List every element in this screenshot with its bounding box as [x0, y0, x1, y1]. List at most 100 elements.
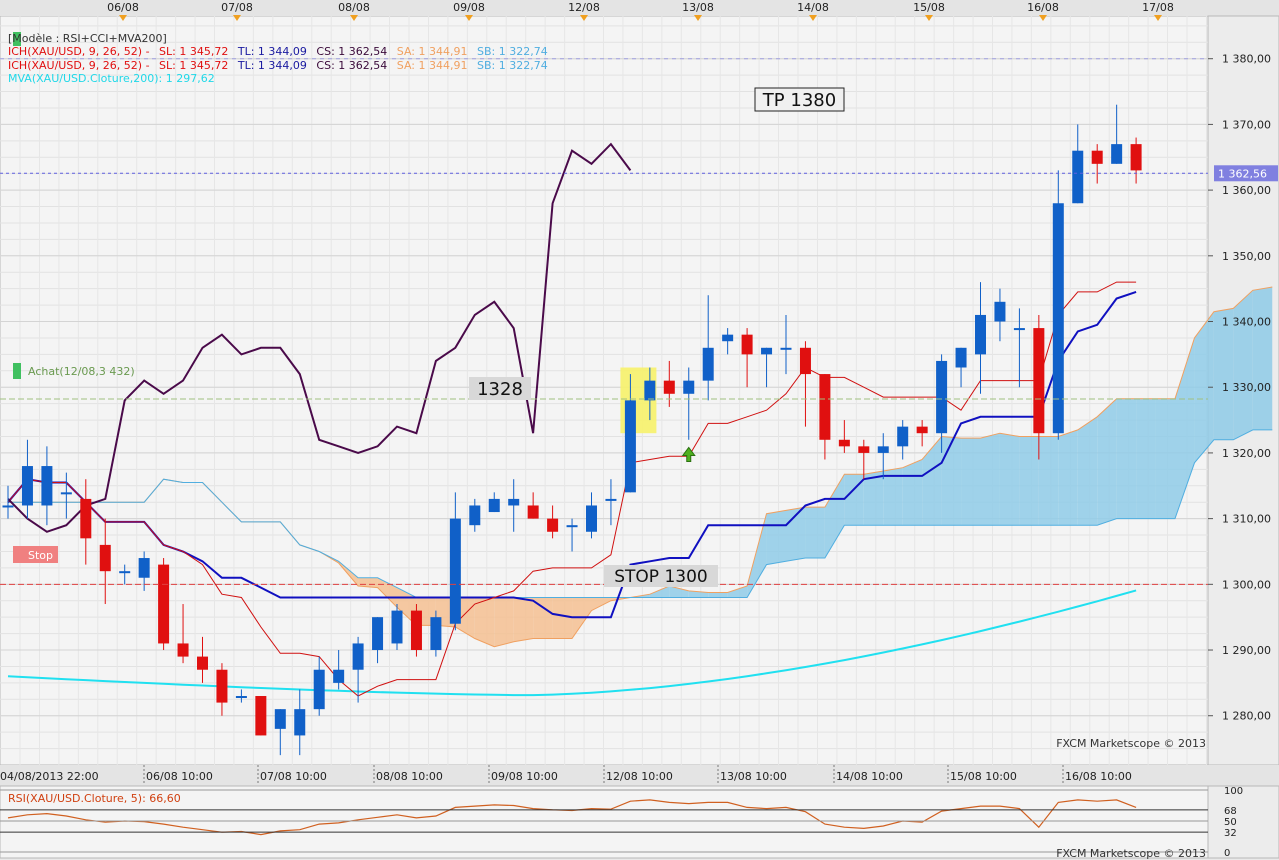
stop-tag-label: Stop: [28, 549, 53, 562]
bottom-date-label: 12/08 10:00: [606, 770, 673, 783]
tenkan-sen-line: [7, 281, 1137, 697]
candle-up: [372, 617, 384, 651]
ichimoku-cloud-segment: [766, 510, 786, 565]
price-tick-label: 1 340,00: [1222, 316, 1271, 329]
legend-ich-1-sb: SB: 1 322,74: [477, 45, 548, 58]
achat-marker-icon: [13, 363, 21, 379]
day-marker-icon: [694, 15, 702, 21]
legend-ich-2-sa: SA: 1 344,91: [397, 59, 468, 72]
stop-1300-label: STOP 1300: [614, 567, 707, 587]
bottom-date-label: 04/08/2013 22:00: [0, 770, 99, 783]
legend-model: [Modèle : RSI+CCI+MVA200]: [8, 32, 167, 45]
candle-down: [663, 380, 675, 394]
candle-up: [41, 466, 53, 506]
candle-up: [586, 505, 597, 532]
legend-ich-2-name: ICH(XAU/USD, 9, 26, 52) -: [8, 59, 150, 72]
bottom-date-label: 14/08 10:00: [836, 770, 903, 783]
top-date-label: 15/08: [913, 1, 945, 14]
candle-down: [799, 347, 811, 375]
ichimoku-cloud-segment: [1233, 290, 1253, 440]
day-marker-icon: [809, 15, 817, 21]
candle-up: [1072, 150, 1084, 204]
ichimoku-cloud-segment: [824, 474, 845, 559]
candle-up: [119, 571, 131, 574]
top-date-label: 14/08: [797, 1, 829, 14]
day-marker-icon: [119, 15, 127, 21]
bottom-date-label: 15/08 10:00: [950, 770, 1017, 783]
candle-down: [410, 610, 422, 651]
candle-down: [741, 334, 753, 355]
candle-down: [99, 544, 111, 572]
candle-up: [294, 709, 306, 736]
ichimoku-cloud-segment: [1019, 436, 1039, 526]
legend-ich-2-cs: CS: 1 362,54: [316, 59, 387, 72]
candle-up: [488, 498, 500, 513]
senkou-span-b-line: [8, 429, 1273, 598]
ichimoku-cloud-segment: [591, 597, 611, 611]
rsi-label: RSI(XAU/USD.Cloture, 5): 66,60: [8, 792, 181, 805]
candle-up: [605, 498, 617, 501]
kijun-sen-line: [7, 290, 1137, 619]
achat-label: Achat(12/08,3 432): [28, 365, 135, 378]
ichimoku-cloud-segment: [805, 507, 825, 559]
candle-down: [216, 669, 228, 703]
candle-up: [333, 669, 345, 683]
candle-up: [138, 558, 150, 578]
rsi-plot-area: [0, 785, 1209, 859]
watermark-main: FXCM Marketscope © 2013: [1056, 737, 1206, 750]
candle-down: [197, 656, 208, 670]
ichimoku-cloud-segment: [1155, 398, 1175, 519]
candle-down: [858, 446, 870, 453]
day-marker-icon: [233, 15, 241, 21]
ichimoku-cloud-segment: [1175, 337, 1195, 519]
tp-label-box: [754, 87, 845, 112]
candle-up: [955, 347, 967, 368]
candle-up: [683, 380, 695, 394]
ichimoku-cloud-segment: [649, 585, 670, 598]
ichimoku-cloud-segment: [941, 436, 962, 526]
level-1328-label-box: [469, 377, 531, 400]
ichimoku-cloud-segment: [1116, 398, 1137, 519]
candle-up: [391, 610, 403, 644]
candle-down: [1033, 328, 1045, 434]
legend-ich-1-name: ICH(XAU/USD, 9, 26, 52) -: [8, 45, 150, 58]
ichimoku-cloud-segment: [552, 597, 573, 639]
candle-down: [158, 564, 170, 644]
candle-up: [1013, 328, 1025, 331]
top-date-axis: [0, 0, 1279, 16]
legend-ich-2: ICH(XAU/USD, 9, 26, 52) - SL: 1 345,72 T…: [8, 59, 548, 72]
legend-ich-1-tl: TL: 1 344,09: [237, 45, 307, 58]
rsi-axis-label: 50: [1224, 817, 1237, 828]
bottom-date-label: 08/08 10:00: [376, 770, 443, 783]
candle-up: [469, 505, 481, 526]
ichimoku-cloud-segment: [999, 433, 1020, 526]
legend-ich-2-sb: SB: 1 322,74: [477, 59, 548, 72]
price-tick-label: 1 370,00: [1222, 118, 1271, 131]
rsi-axis-label: 32: [1224, 828, 1237, 839]
ichimoku-cloud-segment: [1136, 398, 1156, 519]
bottom-date-label: 06/08 10:00: [146, 770, 213, 783]
candle-up: [897, 426, 909, 447]
ichimoku-cloud-segment: [1097, 398, 1117, 526]
price-tick-label: 1 320,00: [1222, 447, 1271, 460]
day-marker-icon: [925, 15, 933, 21]
ichimoku-cloud-segment: [1194, 311, 1214, 463]
candle-up: [761, 347, 773, 355]
candle-up: [1052, 203, 1064, 434]
top-date-label: 08/08: [338, 1, 370, 14]
legend-ich-2-tl: TL: 1 344,09: [237, 59, 307, 72]
day-marker-icon: [1039, 15, 1047, 21]
candle-down: [916, 426, 928, 434]
current-price-tag-box: [1214, 165, 1278, 182]
ichimoku-cloud-segment: [1213, 308, 1234, 440]
candle-up: [624, 400, 636, 493]
top-date-label: 16/08: [1027, 1, 1059, 14]
price-tick-label: 1 350,00: [1222, 250, 1271, 263]
bottom-date-label: 07/08 10:00: [260, 770, 327, 783]
candle-up: [1111, 144, 1123, 164]
candle-down: [80, 498, 92, 539]
price-tick-label: 1 290,00: [1222, 644, 1271, 657]
candle-down: [177, 643, 189, 657]
candle-up: [702, 347, 714, 381]
ichimoku-cloud-segment: [1038, 436, 1059, 526]
